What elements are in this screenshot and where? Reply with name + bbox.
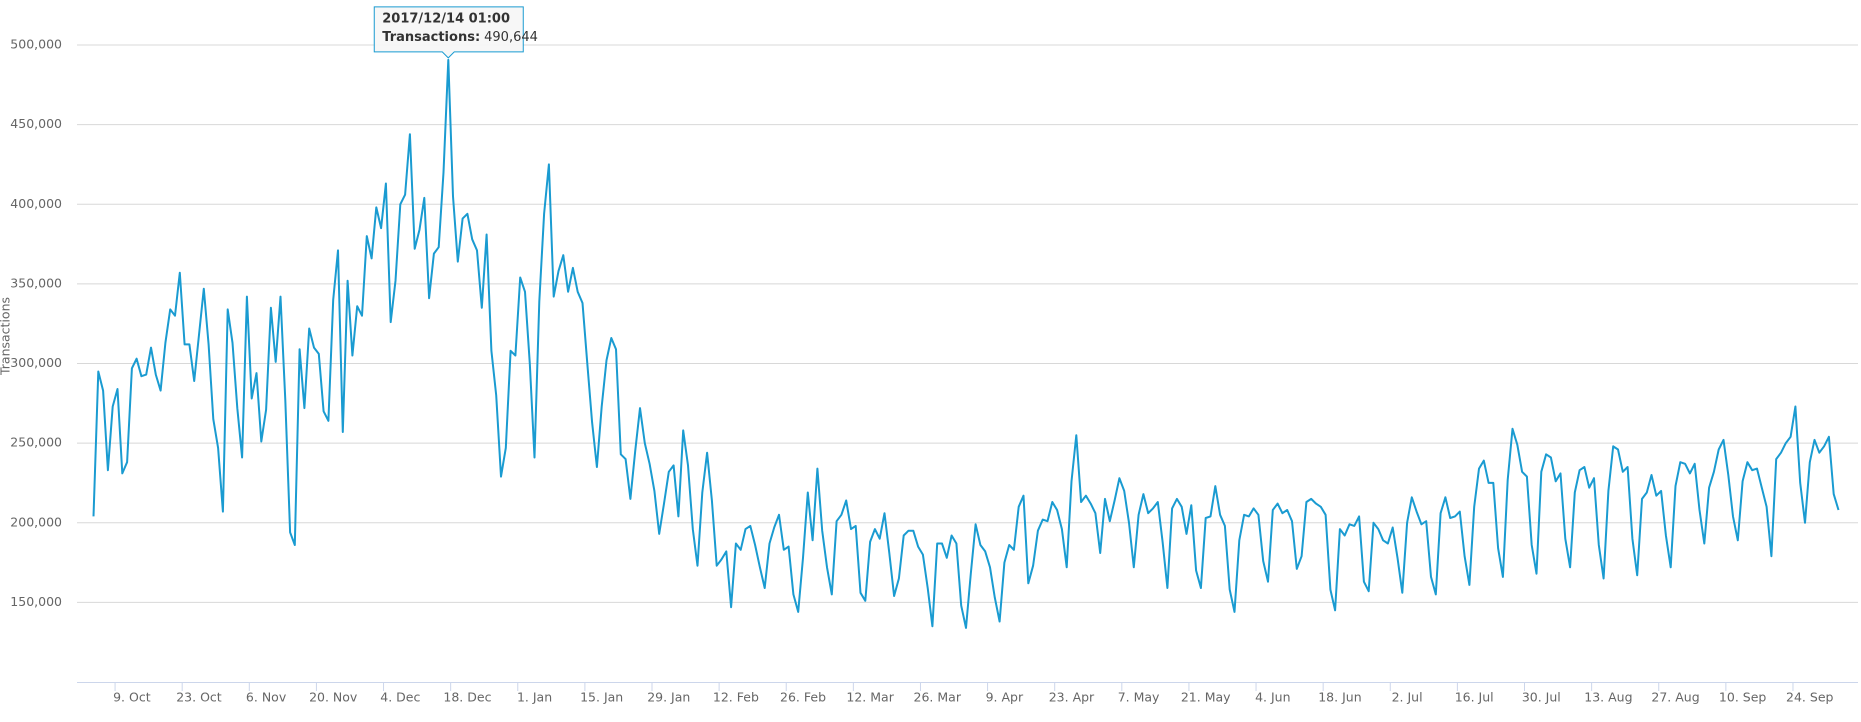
x-tick-label: 26. Mar [914,690,962,705]
data-line [92,58,1840,629]
x-tick-label: 23. Apr [1049,690,1095,705]
x-tick-label: 26. Feb [780,690,826,705]
x-tick-label: 15. Jan [580,690,623,705]
x-tick-label: 2. Jul [1392,690,1423,705]
tooltip-label: Transactions: [382,29,480,44]
x-tick-label: 27. Aug [1651,690,1699,705]
tooltip-value: 490,644 [484,29,538,44]
x-tick-label: 10. Sep [1719,690,1766,705]
x-tick-label: 9. Oct [113,690,151,705]
x-tick-label: 4. Jun [1255,690,1290,705]
x-tick-label: 29. Jan [647,690,690,705]
x-tick-label: 12. Mar [846,690,894,705]
x-tick-label: 16. Jul [1455,690,1494,705]
x-tick-label: 9. Apr [986,690,1024,705]
x-tick-label: 12. Feb [713,690,759,705]
y-axis-title: Transactions [0,297,13,376]
y-tick-label: 150,000 [10,594,62,609]
tooltip: 2017/12/14 01:00 Transactions: 490,644 [373,6,538,59]
y-tick-label: 250,000 [10,435,62,450]
y-tick-label: 300,000 [10,355,62,370]
tooltip-box [373,6,524,59]
x-tick-label: 7. May [1118,690,1160,705]
y-tick-label: 400,000 [10,196,62,211]
y-tick-label: 200,000 [10,514,62,529]
x-tick-label: 13. Aug [1584,690,1632,705]
y-tick-label: 500,000 [10,37,62,52]
y-tick-label: 450,000 [10,116,62,131]
x-tick-label: 30. Jul [1522,690,1561,705]
tooltip-row: Transactions: 490,644 [382,29,538,44]
x-tick-label: 23. Oct [176,690,222,705]
x-tick-label: 18. Jun [1318,690,1361,705]
x-tick-label: 6. Nov [246,690,287,705]
x-tick-label: 24. Sep [1786,690,1833,705]
x-tick-label: 21. May [1181,690,1231,705]
tooltip-title: 2017/12/14 01:00 [382,11,510,26]
x-tick-label: 20. Nov [309,690,358,705]
y-tick-label: 350,000 [10,275,62,290]
x-tick-label: 4. Dec [380,690,420,705]
x-tick-label: 18. Dec [443,690,491,705]
x-tick-label: 1. Jan [517,690,552,705]
